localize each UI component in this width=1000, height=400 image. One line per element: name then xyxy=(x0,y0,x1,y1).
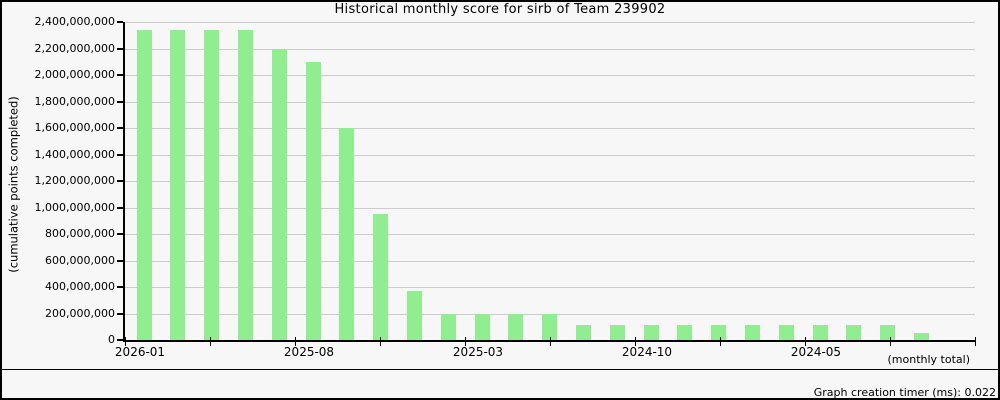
x-tick-label: 2024-05 xyxy=(790,345,842,359)
y-gridline xyxy=(125,260,975,262)
x-tick-mark xyxy=(889,337,891,346)
x-tick-label: 2026-01 xyxy=(114,345,166,359)
bar xyxy=(204,29,220,340)
chart-title: Historical monthly score for sirb of Tea… xyxy=(334,2,666,17)
x-tick-mark xyxy=(379,337,381,346)
y-tick-label: 800,000,000 xyxy=(45,227,115,240)
y-tick-label: 2,200,000,000 xyxy=(34,41,115,55)
bar xyxy=(677,324,693,340)
bar xyxy=(609,324,625,340)
y-tick-label: 1,200,000,000 xyxy=(34,174,115,187)
bar xyxy=(271,48,287,340)
bar xyxy=(643,324,659,340)
bar xyxy=(237,29,253,340)
graph-timer-text: Graph creation timer (ms): 0.022 xyxy=(813,386,996,399)
bar xyxy=(339,128,355,340)
y-gridline xyxy=(125,287,975,288)
x-axis-note: (monthly total) xyxy=(887,353,971,366)
y-gridline xyxy=(125,207,975,209)
x-tick-label: 2025-03 xyxy=(452,345,504,359)
bar xyxy=(880,324,896,340)
y-tick-mark xyxy=(117,47,123,50)
y-tick-label: 1,400,000,000 xyxy=(34,147,115,161)
bar xyxy=(406,290,422,340)
y-tick-label: 2,400,000,000 xyxy=(34,15,115,28)
footer-divider xyxy=(0,369,1000,370)
y-tick-label: 1,600,000,000 xyxy=(34,121,115,134)
x-tick-mark xyxy=(464,337,466,346)
bar xyxy=(440,313,456,340)
x-tick-label: 2024-10 xyxy=(621,345,673,359)
x-tick-mark xyxy=(804,337,806,346)
y-tick-mark xyxy=(117,180,123,182)
y-gridline xyxy=(125,48,975,50)
bar xyxy=(744,324,760,340)
y-gridline xyxy=(125,75,975,76)
bar xyxy=(170,29,186,340)
x-tick-mark xyxy=(719,337,721,346)
y-tick-label: 1,800,000,000 xyxy=(34,94,115,108)
y-tick-label: 200,000,000 xyxy=(45,306,115,320)
y-tick-mark xyxy=(117,286,123,288)
bar xyxy=(846,324,862,340)
x-tick-label: 2025-08 xyxy=(283,345,335,359)
y-gridline xyxy=(125,234,975,235)
bar xyxy=(136,29,152,340)
bar xyxy=(373,214,389,340)
y-gridline xyxy=(125,22,975,23)
y-tick-label: 400,000,000 xyxy=(45,280,115,293)
y-tick-label: 1,000,000,000 xyxy=(34,200,115,214)
y-tick-mark xyxy=(117,74,123,76)
y-tick-label: 2,000,000,000 xyxy=(34,68,115,81)
bar xyxy=(778,324,794,340)
y-tick-mark xyxy=(117,259,123,262)
y-tick-label: 0 xyxy=(108,333,115,346)
y-tick-mark xyxy=(117,233,123,235)
y-gridline xyxy=(125,181,975,182)
x-tick-mark xyxy=(974,337,976,346)
y-tick-mark xyxy=(117,100,123,103)
bar xyxy=(812,324,828,340)
bar xyxy=(913,333,929,340)
bar xyxy=(474,313,490,340)
x-tick-mark xyxy=(209,337,211,346)
bar xyxy=(305,61,321,340)
x-tick-mark xyxy=(549,337,551,346)
y-tick-mark xyxy=(117,127,123,129)
x-tick-mark xyxy=(634,337,636,346)
y-tick-mark xyxy=(117,339,123,341)
plot-area: 0 200,000,000 400,000,000 600,000,000 800,00… xyxy=(35,15,976,359)
x-tick-mark xyxy=(294,337,296,346)
y-gridline xyxy=(125,101,975,103)
bar xyxy=(711,324,727,340)
bar xyxy=(542,313,558,340)
y-gridline xyxy=(125,128,975,129)
y-tick-label: 600,000,000 xyxy=(45,253,115,267)
y-gridline xyxy=(125,154,975,156)
y-tick-mark xyxy=(117,206,123,209)
y-tick-mark xyxy=(117,312,123,315)
bar xyxy=(508,313,524,340)
y-tick-mark xyxy=(117,21,123,23)
y-tick-mark xyxy=(117,153,123,156)
x-tick-mark xyxy=(124,337,126,346)
bar xyxy=(575,324,591,340)
